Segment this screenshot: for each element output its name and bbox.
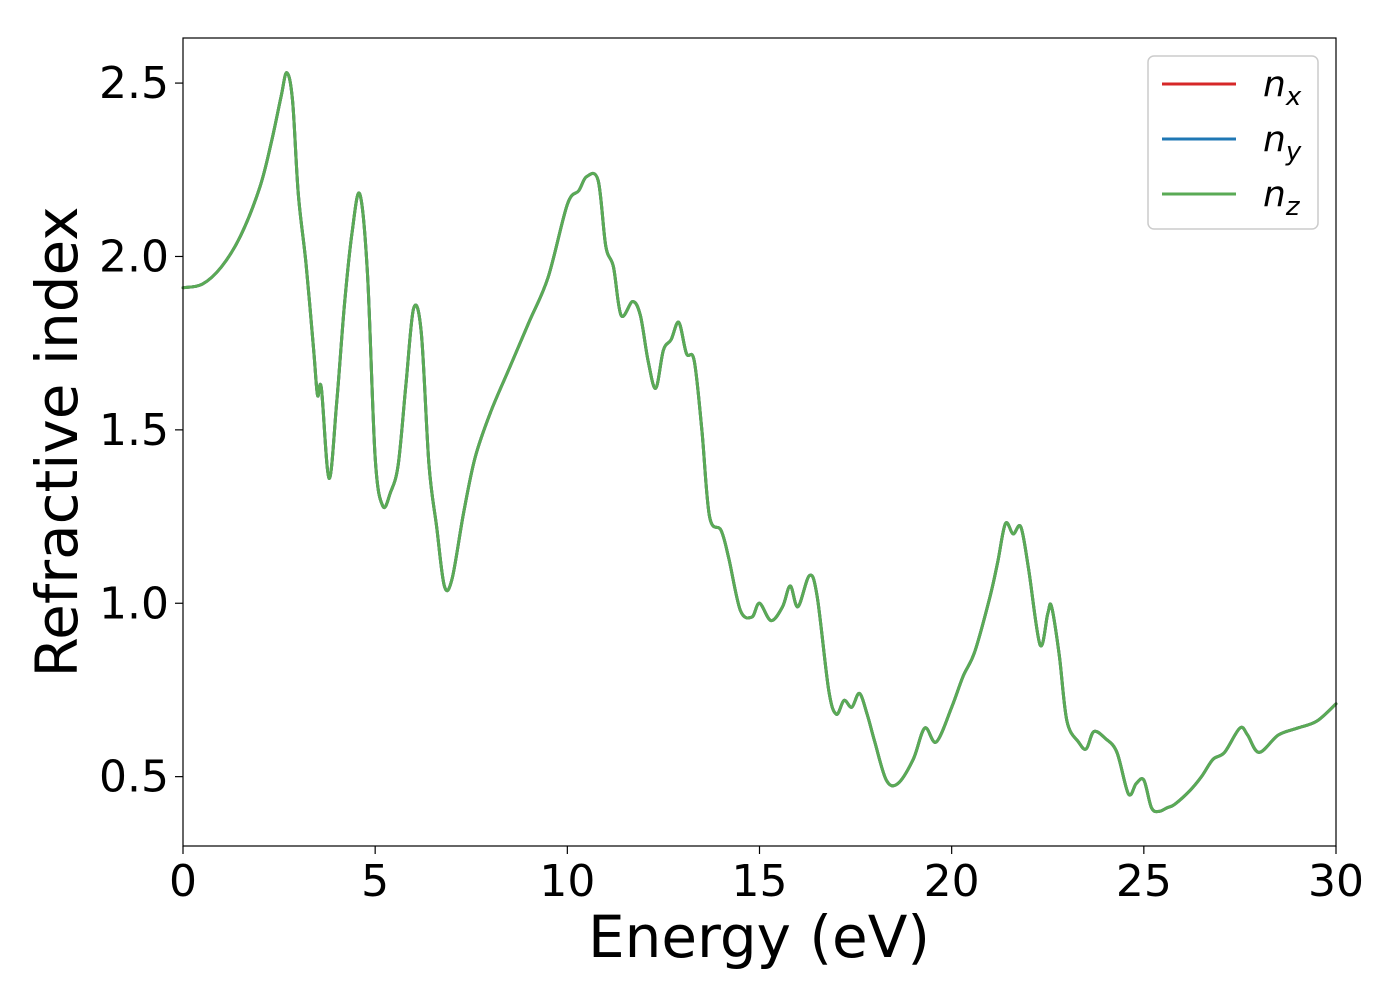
legend-label-n-z: nz [1263,174,1301,222]
x-tick-label: 15 [732,856,788,907]
x-tick-label: 0 [169,856,197,907]
x-axis-title: Energy (eV) [588,903,930,971]
series-line-n-z [181,71,1338,814]
y-tick-label: 0.5 [99,752,169,803]
legend-label-n-x: nx [1263,64,1302,112]
x-tick-label: 30 [1308,856,1364,907]
legend-box [1147,55,1319,230]
series-layer [181,71,1338,814]
y-axis-ticks: 0.5 1.0 1.5 2.0 2.5 [99,58,183,803]
legend-label-n-y: ny [1263,119,1302,167]
x-tick-label: 5 [361,856,389,907]
x-tick-label: 10 [539,856,595,907]
y-tick-label: 1.5 [99,405,169,456]
y-axis-title: Refractive index [23,206,91,677]
y-tick-label: 2.5 [99,58,169,109]
y-tick-label: 1.0 [99,578,169,629]
y-tick-label: 2.0 [99,231,169,282]
x-axis-ticks: 0 5 10 15 20 25 30 [169,846,1364,907]
x-tick-label: 20 [924,856,980,907]
x-tick-label: 25 [1116,856,1172,907]
legend-entries: nx ny nz [1162,64,1302,222]
legend: nx ny nz [1147,55,1319,230]
